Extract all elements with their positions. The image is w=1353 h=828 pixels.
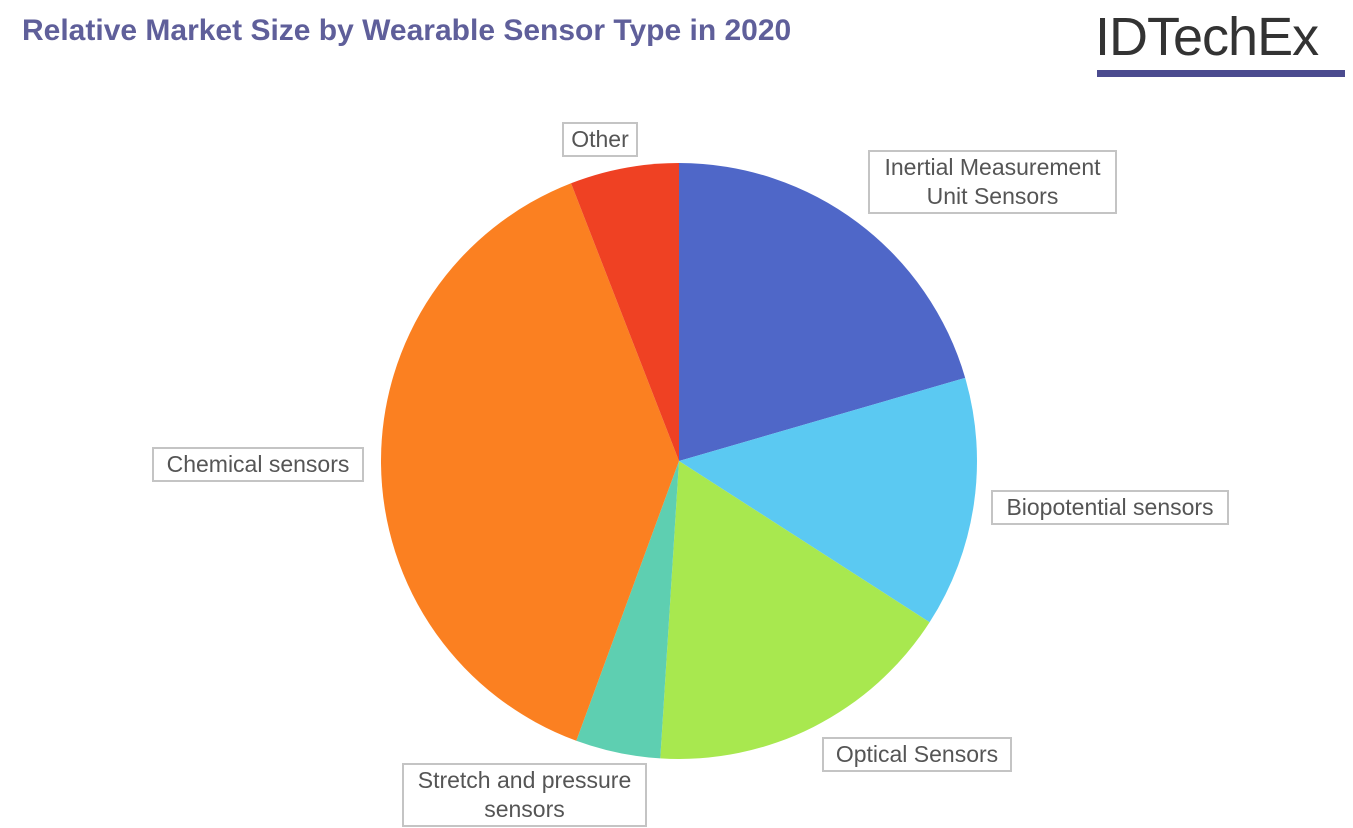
- pie-slice: [571, 163, 679, 461]
- slice-label: Optical Sensors: [822, 737, 1012, 772]
- logo: IDTechEx: [1095, 7, 1319, 67]
- logo-bar: [1097, 70, 1345, 77]
- pie-slice: [679, 377, 977, 623]
- slice-label: Biopotential sensors: [991, 490, 1229, 525]
- slice-label: Chemical sensors: [152, 447, 364, 482]
- slice-label: Inertial Measurement Unit Sensors: [868, 150, 1117, 214]
- pie-slice: [660, 461, 930, 760]
- chart-title: Relative Market Size by Wearable Sensor …: [22, 14, 792, 47]
- slice-label: Other: [562, 122, 638, 157]
- pie-slice: [576, 461, 679, 759]
- pie-slice: [380, 183, 679, 741]
- pie-slice: [679, 163, 966, 461]
- slice-label: Stretch and pressure sensors: [402, 763, 647, 827]
